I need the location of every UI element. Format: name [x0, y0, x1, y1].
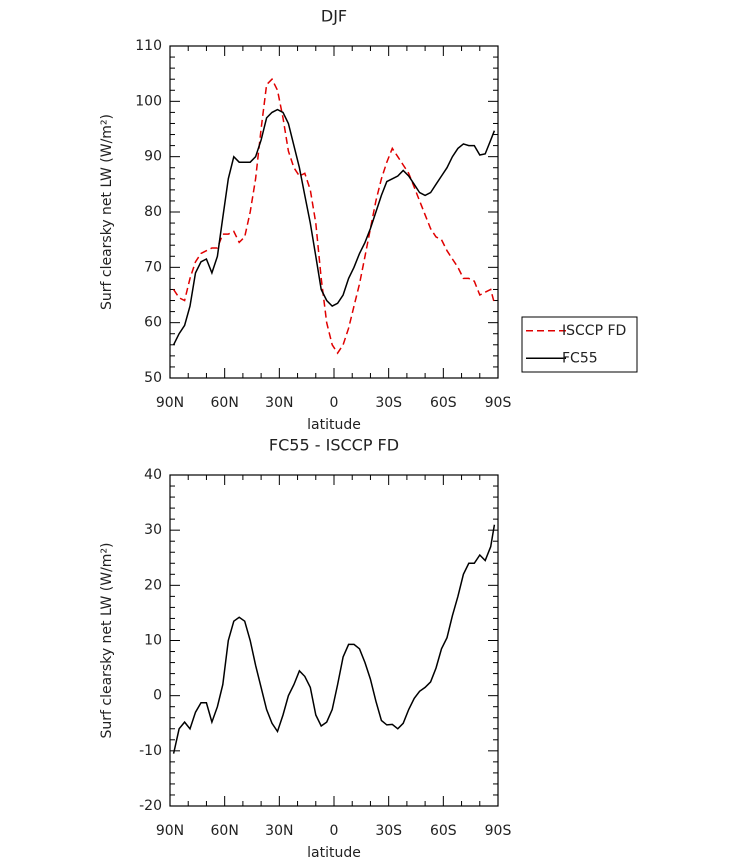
x-axis-label: latitude	[307, 417, 361, 433]
y-tick-label: 0	[153, 688, 162, 704]
y-tick-label: 80	[144, 204, 162, 220]
y-tick-label: 60	[144, 315, 162, 331]
data-line	[172, 524, 496, 754]
x-tick-label: 60S	[430, 823, 457, 839]
plot-frame	[169, 45, 499, 379]
x-tick-label: 90N	[156, 395, 184, 411]
x-tick-label: 30S	[375, 823, 402, 839]
y-tick-label: 20	[144, 577, 162, 593]
y-tick-label: 50	[144, 370, 162, 386]
chart-title: FC55 - ISCCP FD	[269, 436, 399, 455]
y-tick-label: 70	[144, 259, 162, 275]
y-tick-label: 100	[135, 93, 162, 109]
y-tick-label: 90	[144, 149, 162, 165]
x-tick-label: 0	[330, 823, 339, 839]
y-tick-label: -10	[139, 743, 162, 759]
data-line	[172, 108, 496, 346]
y-tick-label: 30	[144, 522, 162, 538]
x-tick-label: 60N	[211, 395, 239, 411]
legend-label: ISCCP FD	[562, 323, 626, 339]
x-tick-label: 30N	[265, 395, 293, 411]
x-tick-label: 60S	[430, 395, 457, 411]
data-line	[172, 77, 496, 355]
y-axis-label: Surf clearsky net LW (W/m²)	[99, 542, 115, 738]
chart-title: DJF	[321, 7, 347, 26]
x-tick-label: 30S	[375, 395, 402, 411]
x-tick-label: 90S	[485, 395, 512, 411]
legend-box	[521, 316, 638, 373]
y-tick-label: 110	[135, 38, 162, 54]
legend-label: FC55	[562, 350, 598, 366]
y-axis-label: Surf clearsky net LW (W/m²)	[99, 114, 115, 310]
x-tick-label: 90N	[156, 823, 184, 839]
y-tick-label: 10	[144, 633, 162, 649]
y-tick-label: 40	[144, 467, 162, 483]
x-axis-label: latitude	[307, 845, 361, 861]
x-tick-label: 30N	[265, 823, 293, 839]
x-tick-label: 0	[330, 395, 339, 411]
plot-frame	[169, 474, 499, 807]
x-tick-label: 90S	[485, 823, 512, 839]
x-tick-label: 60N	[211, 823, 239, 839]
y-tick-label: -20	[139, 798, 162, 814]
